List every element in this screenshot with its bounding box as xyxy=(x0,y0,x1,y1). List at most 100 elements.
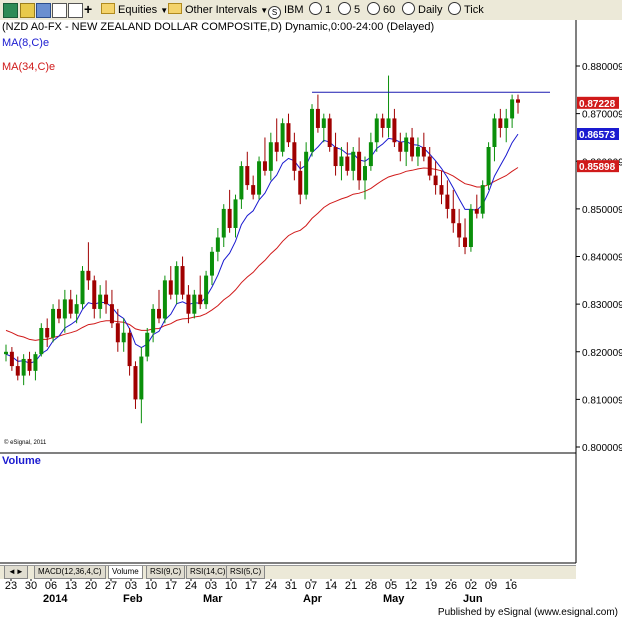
symbol-label: IBM xyxy=(284,4,304,16)
candle xyxy=(292,132,297,181)
candle-body xyxy=(457,223,462,238)
candle-body xyxy=(274,142,279,152)
clock-icon xyxy=(309,2,322,15)
candle xyxy=(215,227,220,262)
copyright-text: © eSignal, 2011 xyxy=(4,440,47,446)
candle xyxy=(186,285,191,324)
candle-body xyxy=(68,299,73,314)
x-tick-label: 20 xyxy=(85,580,97,592)
candle-body xyxy=(168,280,173,295)
candle-body xyxy=(151,308,156,333)
y-tick-label: 0.830009 xyxy=(582,300,622,311)
price-label: 0.86573 xyxy=(579,130,616,141)
ma8-legend[interactable]: MA(8,C)e xyxy=(2,37,50,49)
folder-open-icon[interactable] xyxy=(20,3,35,18)
candle xyxy=(498,108,503,138)
tab-arrows[interactable]: ◄► xyxy=(4,566,28,579)
tab-macd[interactable]: MACD(12,36,4,C) xyxy=(34,566,106,579)
candle xyxy=(27,351,32,376)
candle xyxy=(15,356,20,381)
candle-body xyxy=(480,185,485,214)
tab-volume[interactable]: Volume xyxy=(108,566,143,579)
x-tick-label: 23 xyxy=(5,580,17,592)
ma8-line xyxy=(5,133,519,364)
x-tick-label: 26 xyxy=(445,580,457,592)
y-tick-label: 0.810009 xyxy=(582,395,622,406)
candle xyxy=(457,208,462,248)
candle xyxy=(280,118,285,157)
candle-body xyxy=(351,151,356,171)
candle xyxy=(445,180,450,219)
x-tick-label: 17 xyxy=(245,580,257,592)
symbol-button[interactable]: S IBM xyxy=(268,2,304,19)
candle-body xyxy=(145,332,150,357)
candle-body xyxy=(357,151,362,181)
tab-rsi9[interactable]: RSI(9,C) xyxy=(146,566,186,579)
print-icon[interactable] xyxy=(52,3,67,18)
candle xyxy=(221,204,226,248)
x-tick-label: 10 xyxy=(225,580,237,592)
candle xyxy=(157,289,162,324)
candle xyxy=(115,308,120,352)
price-label: 0.87228 xyxy=(579,99,616,110)
candle-body xyxy=(298,170,303,195)
properties-icon[interactable] xyxy=(68,3,83,18)
y-tick-label: 0.800009 xyxy=(582,443,622,454)
candle-body xyxy=(9,351,14,367)
candle xyxy=(404,132,409,167)
other-intervals-menu[interactable]: Other Intervals ▼ xyxy=(168,2,268,18)
candle-body xyxy=(345,156,350,171)
daily-button[interactable]: Daily xyxy=(402,2,442,18)
ma34-legend[interactable]: MA(34,C)e xyxy=(2,61,56,73)
x-tick-label: 16 xyxy=(505,580,517,592)
candle xyxy=(451,189,456,233)
candle-body xyxy=(439,185,444,195)
candle-body xyxy=(45,327,50,338)
candle-body xyxy=(251,185,256,195)
candle-body xyxy=(221,208,226,238)
candle-body xyxy=(315,108,320,128)
candle-body xyxy=(192,294,197,314)
candle xyxy=(310,104,315,157)
interval-1-button[interactable]: 1 xyxy=(309,2,331,18)
candle-body xyxy=(115,323,120,343)
interval-5-button[interactable]: 5 xyxy=(338,2,360,18)
ma8-line-group xyxy=(5,133,519,364)
candle xyxy=(168,266,173,300)
chart-title: (NZD A0-FX - NEW ZEALAND DOLLAR COMPOSIT… xyxy=(2,21,435,33)
interval-60-button[interactable]: 60 xyxy=(367,2,395,18)
add-icon[interactable]: + xyxy=(84,1,93,17)
candle xyxy=(286,113,291,148)
candle xyxy=(386,75,391,138)
candle xyxy=(233,194,238,238)
clock-icon xyxy=(367,2,380,15)
candle-body xyxy=(451,208,456,224)
candle xyxy=(486,142,491,190)
chart-icon[interactable] xyxy=(3,3,18,18)
clock-icon xyxy=(402,2,415,15)
tab-rsi5[interactable]: RSI(5,C) xyxy=(226,566,266,579)
publisher-credit: Published by eSignal (www.esignal.com) xyxy=(437,607,618,618)
clock-icon xyxy=(448,2,461,15)
tick-button[interactable]: Tick xyxy=(448,2,484,18)
candle xyxy=(380,113,385,138)
equities-menu[interactable]: Equities ▼ xyxy=(101,2,168,18)
candle-body xyxy=(92,280,97,309)
candle xyxy=(127,327,132,376)
save-icon[interactable] xyxy=(36,3,51,18)
candle xyxy=(333,132,338,176)
price-label-box xyxy=(577,128,619,141)
volume-pane-label[interactable]: Volume xyxy=(2,455,41,467)
x-month-label: Mar xyxy=(203,593,223,605)
candle-body xyxy=(268,142,273,171)
candle-body xyxy=(86,270,91,281)
candle xyxy=(245,151,250,190)
x-tick-label: 24 xyxy=(185,580,197,592)
x-tick-label: 27 xyxy=(105,580,117,592)
candle-body xyxy=(327,118,332,148)
price-chart[interactable]: 0.8800090.8700090.8600090.8500090.840009… xyxy=(0,20,622,619)
x-tick-label: 13 xyxy=(65,580,77,592)
candle-body xyxy=(368,142,373,167)
candle xyxy=(345,142,350,176)
tab-rsi14[interactable]: RSI(14,C) xyxy=(186,566,230,579)
